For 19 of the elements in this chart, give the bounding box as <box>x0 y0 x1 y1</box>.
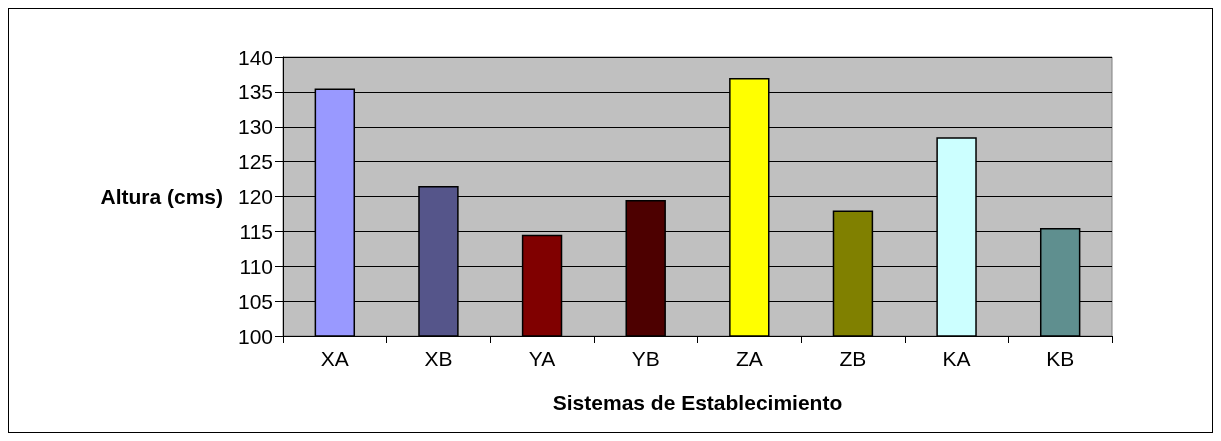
x-tick-label: KA <box>942 347 971 370</box>
y-tick-label: 115 <box>239 219 273 243</box>
y-tick-label: 130 <box>237 115 273 139</box>
y-tick-label: 110 <box>239 254 273 278</box>
x-tick-label: XB <box>424 347 453 370</box>
y-tick-label: 140 <box>237 45 273 69</box>
x-tick-label: YB <box>631 347 660 370</box>
y-tick-label: 125 <box>237 150 273 174</box>
x-tick-label: XA <box>320 347 349 370</box>
y-axis-title: Altura (cms) <box>100 185 223 208</box>
x-tick-label: ZA <box>735 347 763 370</box>
y-tick-label: 105 <box>237 289 273 313</box>
x-tick-label: YA <box>528 347 556 370</box>
x-tick-label: KB <box>1046 347 1075 370</box>
y-tick-label: 100 <box>237 324 273 348</box>
x-tick-label: ZB <box>839 347 867 370</box>
y-tick-label: 135 <box>237 80 273 104</box>
y-tick-label: 120 <box>237 185 273 208</box>
x-axis-title: Sistemas de Establecimiento <box>552 391 843 414</box>
